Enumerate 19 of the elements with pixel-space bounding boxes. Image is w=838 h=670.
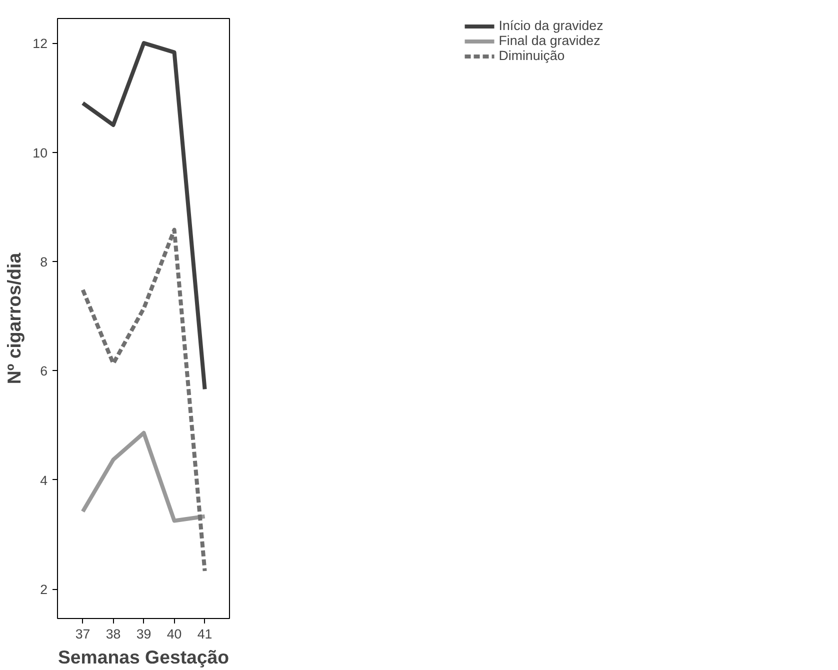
- y-tick-label: 6: [40, 364, 48, 379]
- y-tick-label: 10: [32, 145, 48, 160]
- y-tick-label: 8: [40, 254, 48, 270]
- y-tick-label: 2: [40, 582, 48, 598]
- legend-label: Diminuição: [498, 48, 565, 63]
- y-tick-label: 4: [40, 472, 48, 488]
- y-axis-title: Nº cigarros/dia: [4, 252, 25, 384]
- legend-label: Final da gravidez: [498, 33, 600, 48]
- x-tick-label: 40: [166, 626, 182, 642]
- y-tick-label: 12: [32, 36, 48, 52]
- x-axis-title: Semanas Gestação: [58, 646, 230, 668]
- legend-label: Início da gravidez: [498, 18, 604, 33]
- line-series: [80, 228, 207, 573]
- x-tick-label: 37: [75, 626, 90, 642]
- x-tick-label: 41: [197, 626, 212, 642]
- x-tick-label: 39: [136, 626, 152, 642]
- line-series: [80, 41, 207, 392]
- x-tick-label: 38: [106, 626, 121, 642]
- line-series: [80, 430, 207, 523]
